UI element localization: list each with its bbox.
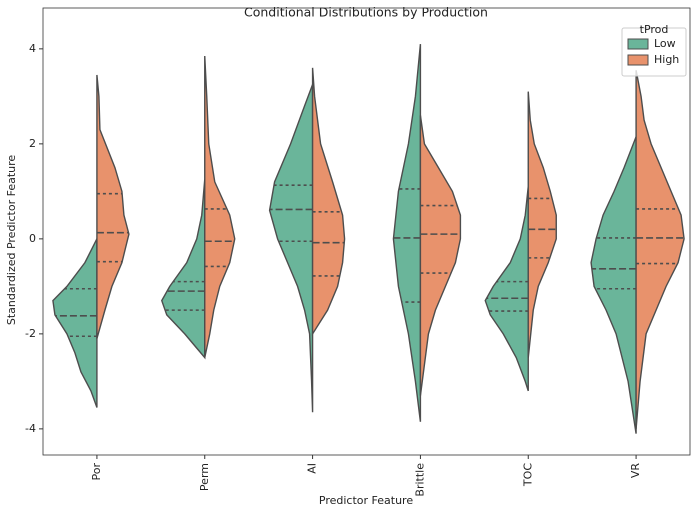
y-axis-label: Standardized Predictor Feature — [5, 155, 18, 326]
violin-half — [160, 179, 206, 360]
y-tick-label: 2 — [29, 137, 36, 150]
legend-label: Low — [654, 37, 676, 50]
x-tick-label: VR — [629, 463, 642, 479]
legend-title: tProd — [640, 23, 669, 36]
chart-title: Conditional Distributions by Production — [244, 5, 488, 20]
violin-half — [484, 186, 529, 392]
violin-half — [96, 74, 130, 339]
violin-half — [419, 115, 462, 396]
violin-half — [52, 238, 98, 408]
violin-half — [268, 84, 314, 413]
legend-swatch — [627, 38, 649, 50]
x-tick-label: Brittle — [413, 463, 426, 497]
legend-label: High — [654, 53, 679, 66]
legend-swatch — [627, 54, 649, 66]
x-tick-label: AI — [306, 463, 319, 474]
x-axis-label: Predictor Feature — [319, 494, 413, 507]
plot-frame — [42, 7, 691, 456]
y-tick-label: -2 — [25, 327, 36, 340]
x-tick-label: TOC — [521, 463, 534, 487]
violin-half — [311, 67, 346, 337]
x-tick-label: Perm — [198, 463, 211, 491]
y-tick-label: -4 — [25, 422, 36, 435]
violin-half — [204, 55, 236, 358]
violin-half — [392, 44, 422, 422]
x-tick-label: Por — [90, 463, 103, 481]
violin-half — [527, 91, 557, 358]
violin-half — [635, 70, 685, 429]
violin-half — [590, 136, 637, 434]
y-tick-label: 0 — [29, 232, 36, 245]
y-tick-label: 4 — [29, 42, 36, 55]
